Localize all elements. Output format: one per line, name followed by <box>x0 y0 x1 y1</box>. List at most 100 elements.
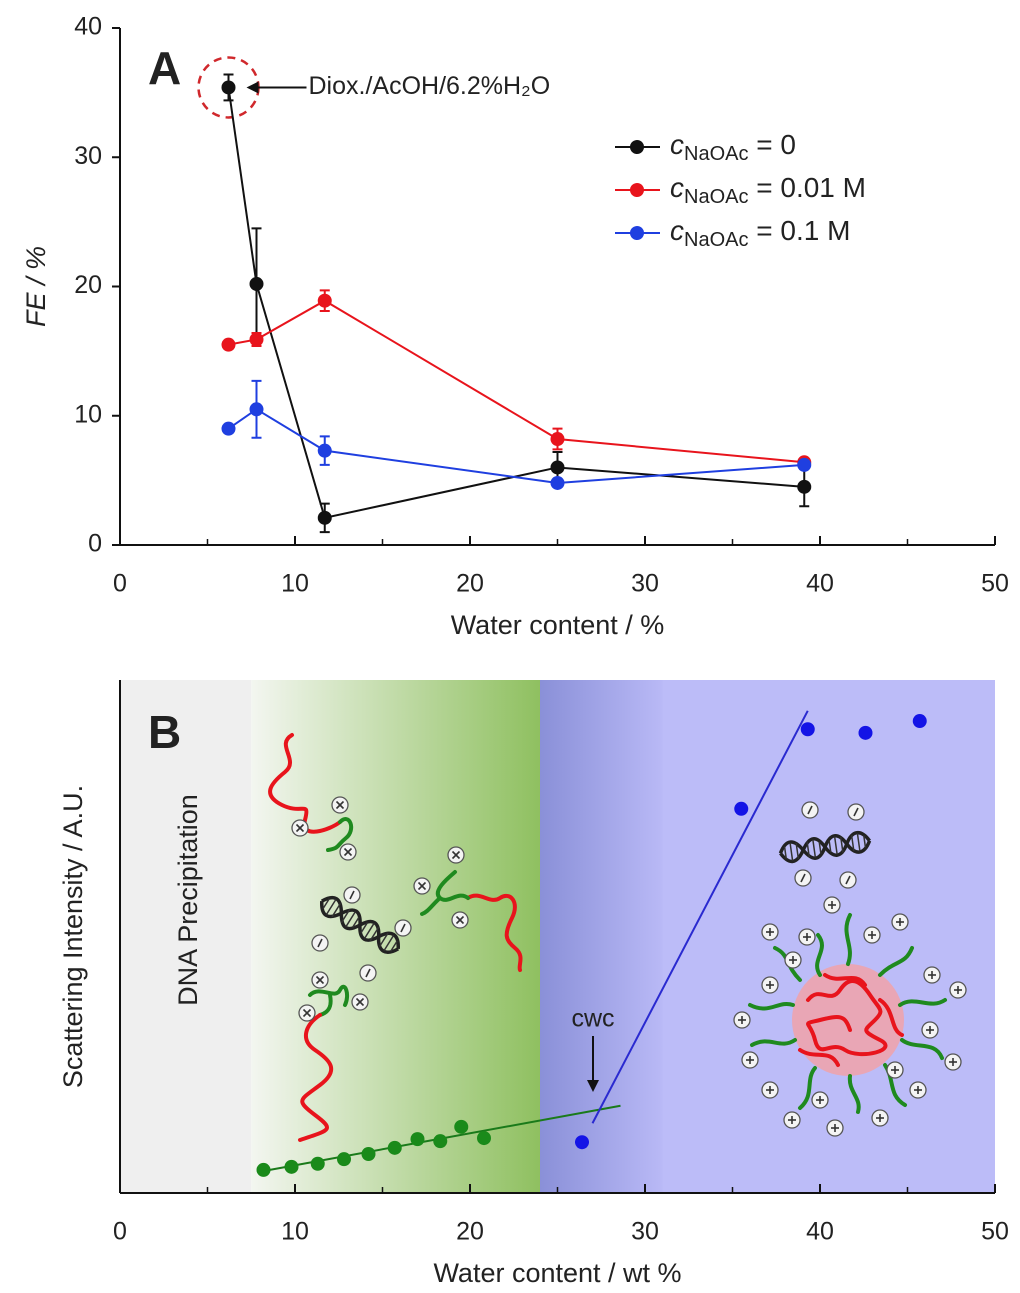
ion <box>311 971 329 989</box>
x-tick-label: 10 <box>281 570 309 598</box>
ion <box>923 966 941 984</box>
ion <box>823 896 841 914</box>
marker <box>912 714 927 729</box>
polymer-chain <box>326 817 354 852</box>
ion <box>783 1111 801 1129</box>
ion <box>359 964 377 982</box>
ion <box>826 1119 844 1137</box>
marker <box>734 801 749 816</box>
ion <box>949 981 967 999</box>
ion <box>863 926 881 944</box>
ion <box>921 1021 939 1039</box>
ion <box>839 871 857 889</box>
ion <box>944 1053 962 1071</box>
marker <box>317 443 332 458</box>
x-tick-label: 0 <box>113 1218 127 1246</box>
x-tick-label: 40 <box>806 1218 834 1246</box>
arrow-head <box>587 1080 599 1092</box>
ion <box>291 819 309 837</box>
polymer-chain <box>308 984 350 1017</box>
region <box>120 680 252 1193</box>
marker <box>249 402 264 417</box>
ion <box>298 1004 316 1022</box>
legend-label: cNaOAc = 0 <box>670 129 796 165</box>
marker <box>249 276 264 291</box>
annotation: cwc <box>571 1005 614 1033</box>
marker <box>550 475 565 490</box>
x-tick-label: 20 <box>456 570 484 598</box>
ion <box>871 1109 889 1127</box>
region <box>662 680 995 1193</box>
region <box>540 680 663 1193</box>
ion <box>741 1051 759 1069</box>
ion <box>761 976 779 994</box>
marker <box>317 293 332 308</box>
ion <box>413 877 431 895</box>
ion <box>794 869 812 887</box>
marker <box>410 1132 425 1147</box>
marker <box>221 421 236 436</box>
marker <box>337 1152 351 1167</box>
marker <box>361 1147 376 1162</box>
x-tick-label: 30 <box>631 570 659 598</box>
x-tick-label: 50 <box>981 1218 1009 1246</box>
annotation: DNA Precipitation <box>173 794 203 1006</box>
polymer-chain <box>420 870 470 916</box>
marker <box>310 1156 325 1171</box>
marker <box>284 1159 299 1174</box>
ion <box>891 913 909 931</box>
ion <box>451 911 469 929</box>
ion <box>343 886 361 904</box>
y-axis-title: FE / % <box>21 246 51 327</box>
series-line <box>227 408 805 484</box>
y-tick-label: 30 <box>74 142 102 170</box>
legend-marker <box>630 140 644 154</box>
marker <box>550 432 565 447</box>
legend-marker <box>630 183 644 197</box>
x-tick-label: 0 <box>113 570 127 598</box>
polymer-chain <box>268 733 342 834</box>
marker <box>575 1135 589 1150</box>
marker <box>221 80 236 95</box>
marker <box>433 1134 448 1149</box>
polymer-chain <box>298 1013 334 1142</box>
ion <box>886 1061 904 1079</box>
x-tick-label: 50 <box>981 570 1009 598</box>
marker <box>800 722 815 737</box>
y-tick-label: 20 <box>74 271 102 299</box>
fit-line <box>591 710 809 1124</box>
micelle-chains <box>748 913 947 1114</box>
ion <box>761 1081 779 1099</box>
polymer-chain <box>466 893 523 972</box>
ion <box>394 919 412 937</box>
arrow-head <box>246 81 259 94</box>
marker <box>221 337 236 352</box>
ion <box>801 801 819 819</box>
legend-label: cNaOAc = 0.01 M <box>670 172 866 208</box>
micelle-chains <box>798 973 904 1067</box>
legend-marker <box>630 226 644 240</box>
x-tick-label: 20 <box>456 1218 484 1246</box>
marker <box>249 332 264 347</box>
panel-label: B <box>148 706 181 758</box>
illustration <box>268 733 967 1142</box>
ion <box>733 1011 751 1029</box>
x-tick-label: 10 <box>281 1218 309 1246</box>
ion <box>339 843 357 861</box>
marker <box>797 479 812 494</box>
y-axis-title: Scattering Intensity / A.U. <box>58 785 88 1088</box>
marker <box>454 1119 469 1134</box>
marker <box>387 1140 402 1155</box>
x-tick-label: 40 <box>806 570 834 598</box>
marker <box>797 457 812 472</box>
ion <box>811 1091 829 1109</box>
marker <box>256 1162 271 1177</box>
ion <box>331 796 349 814</box>
legend-label: cNaOAc = 0.1 M <box>670 215 850 251</box>
y-tick-label: 0 <box>88 530 102 558</box>
ion <box>761 923 779 941</box>
ion <box>311 934 329 952</box>
x-axis-title: Water content / wt % <box>433 1258 681 1288</box>
x-tick-label: 30 <box>631 1218 659 1246</box>
